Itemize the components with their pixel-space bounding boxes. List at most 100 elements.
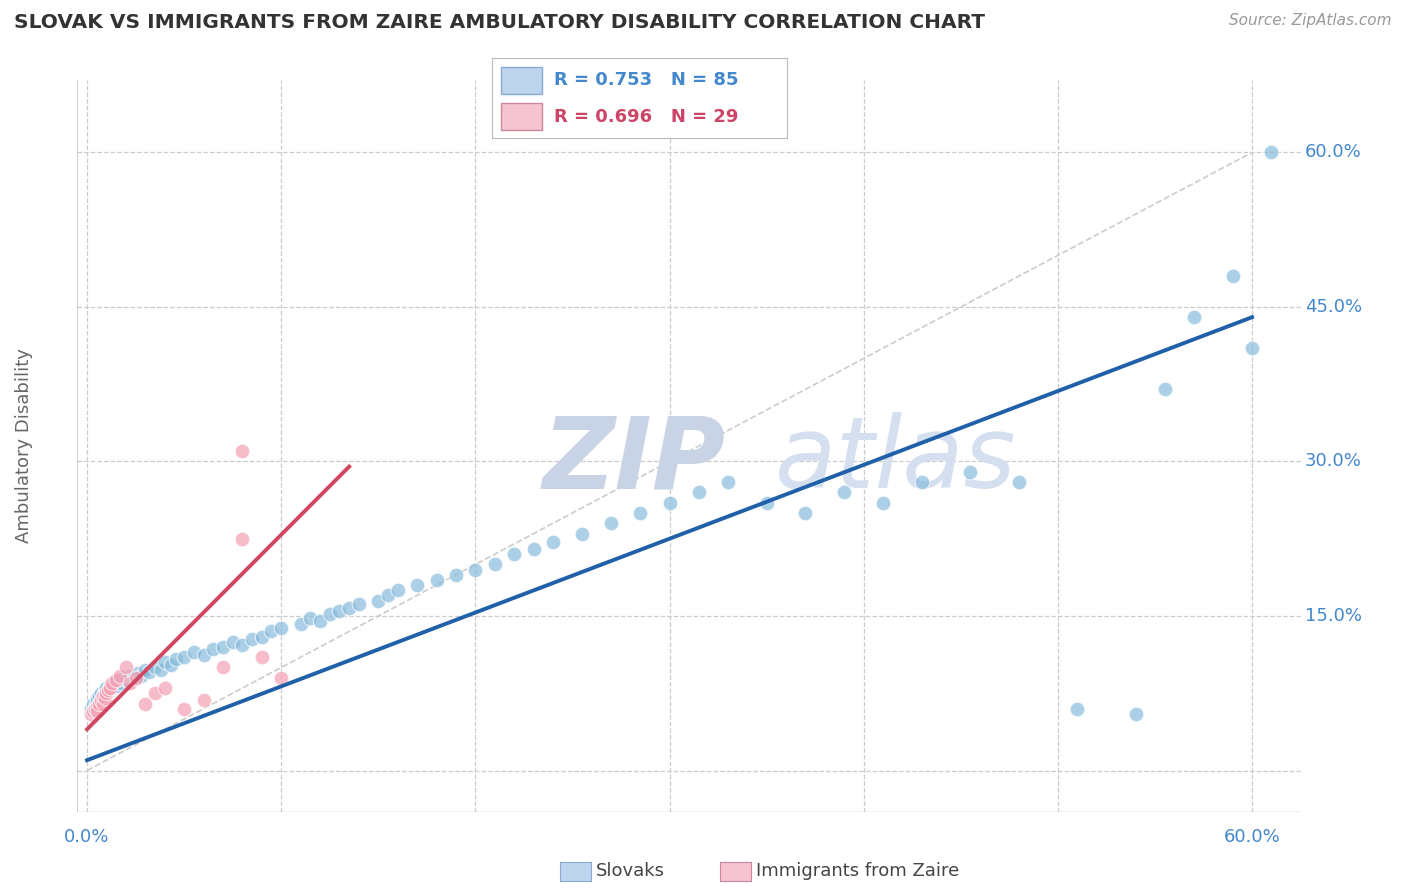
Point (832, 485, 855, 500)
Point (97, 685, 120, 699)
Point (143, 660, 166, 674)
Point (309, 614, 332, 628)
Point (628, 506, 651, 520)
Point (347, 597, 370, 611)
Point (96, 686, 118, 700)
Point (872, 496, 894, 510)
Text: 15.0%: 15.0% (1305, 607, 1362, 625)
Point (143, 686, 166, 700)
Point (101, 681, 124, 695)
Point (153, 681, 176, 695)
FancyBboxPatch shape (501, 67, 543, 95)
Point (173, 650, 195, 665)
Point (90, 693, 112, 707)
Point (83, 702, 105, 716)
Point (87, 690, 110, 704)
Point (98, 683, 121, 698)
Point (91, 691, 114, 706)
Point (107, 673, 129, 687)
Point (124, 671, 146, 685)
Text: Ambulatory Disability: Ambulatory Disability (15, 349, 32, 543)
Point (90, 693, 112, 707)
Point (484, 558, 506, 572)
Text: 45.0%: 45.0% (1305, 298, 1362, 316)
Point (523, 541, 546, 556)
Point (86, 704, 108, 718)
Point (717, 475, 740, 489)
Point (173, 702, 195, 716)
Point (115, 660, 138, 674)
Point (122, 671, 145, 685)
Point (93, 683, 115, 698)
Point (250, 630, 273, 644)
Point (406, 578, 429, 592)
Point (96, 687, 118, 701)
Point (91, 697, 114, 711)
Point (212, 660, 235, 674)
Point (86, 699, 108, 714)
Point (91, 690, 114, 704)
Point (959, 465, 981, 479)
Point (149, 663, 172, 677)
Point (503, 547, 526, 561)
Point (80, 706, 103, 721)
Point (250, 650, 273, 665)
Point (108, 676, 131, 690)
Point (115, 673, 138, 687)
Point (299, 611, 322, 625)
Text: ZIP: ZIP (543, 412, 725, 509)
Point (86, 691, 108, 706)
Point (1008, 475, 1031, 489)
Point (111, 671, 134, 685)
Point (93, 690, 115, 704)
Point (165, 652, 187, 666)
Point (98, 679, 121, 693)
Point (658, 496, 681, 510)
Point (231, 638, 253, 652)
Point (212, 640, 235, 654)
Point (83, 699, 105, 714)
Point (103, 676, 125, 690)
Point (82, 697, 104, 711)
Point (101, 676, 124, 690)
Point (134, 663, 156, 677)
Point (93, 691, 115, 706)
Point (91, 688, 114, 702)
Point (1153, 382, 1175, 396)
Point (80, 702, 103, 716)
Point (328, 604, 350, 618)
Point (911, 475, 934, 489)
Point (1240, 341, 1263, 355)
Point (377, 588, 399, 602)
Point (202, 642, 225, 657)
Point (337, 600, 360, 615)
Text: 60.0%: 60.0% (1223, 828, 1281, 846)
Point (1182, 310, 1205, 325)
Point (87, 697, 110, 711)
Point (193, 648, 215, 662)
Point (108, 669, 131, 683)
Point (270, 621, 292, 635)
Point (1222, 268, 1244, 283)
Point (755, 496, 778, 510)
Text: SLOVAK VS IMMIGRANTS FROM ZAIRE AMBULATORY DISABILITY CORRELATION CHART: SLOVAK VS IMMIGRANTS FROM ZAIRE AMBULATO… (14, 13, 986, 32)
Point (240, 632, 263, 646)
Point (159, 658, 181, 673)
Point (183, 645, 205, 659)
Point (86, 693, 108, 707)
Point (90, 686, 112, 700)
Point (367, 593, 389, 607)
Point (127, 665, 149, 680)
Point (131, 669, 153, 683)
Point (153, 656, 176, 670)
Point (319, 607, 342, 621)
Point (96, 681, 118, 695)
Point (270, 671, 292, 685)
Point (105, 673, 128, 687)
Point (1260, 145, 1282, 160)
Point (134, 697, 156, 711)
Point (138, 665, 160, 679)
Text: Source: ZipAtlas.com: Source: ZipAtlas.com (1229, 13, 1392, 29)
Point (541, 534, 564, 549)
Point (1066, 702, 1088, 716)
